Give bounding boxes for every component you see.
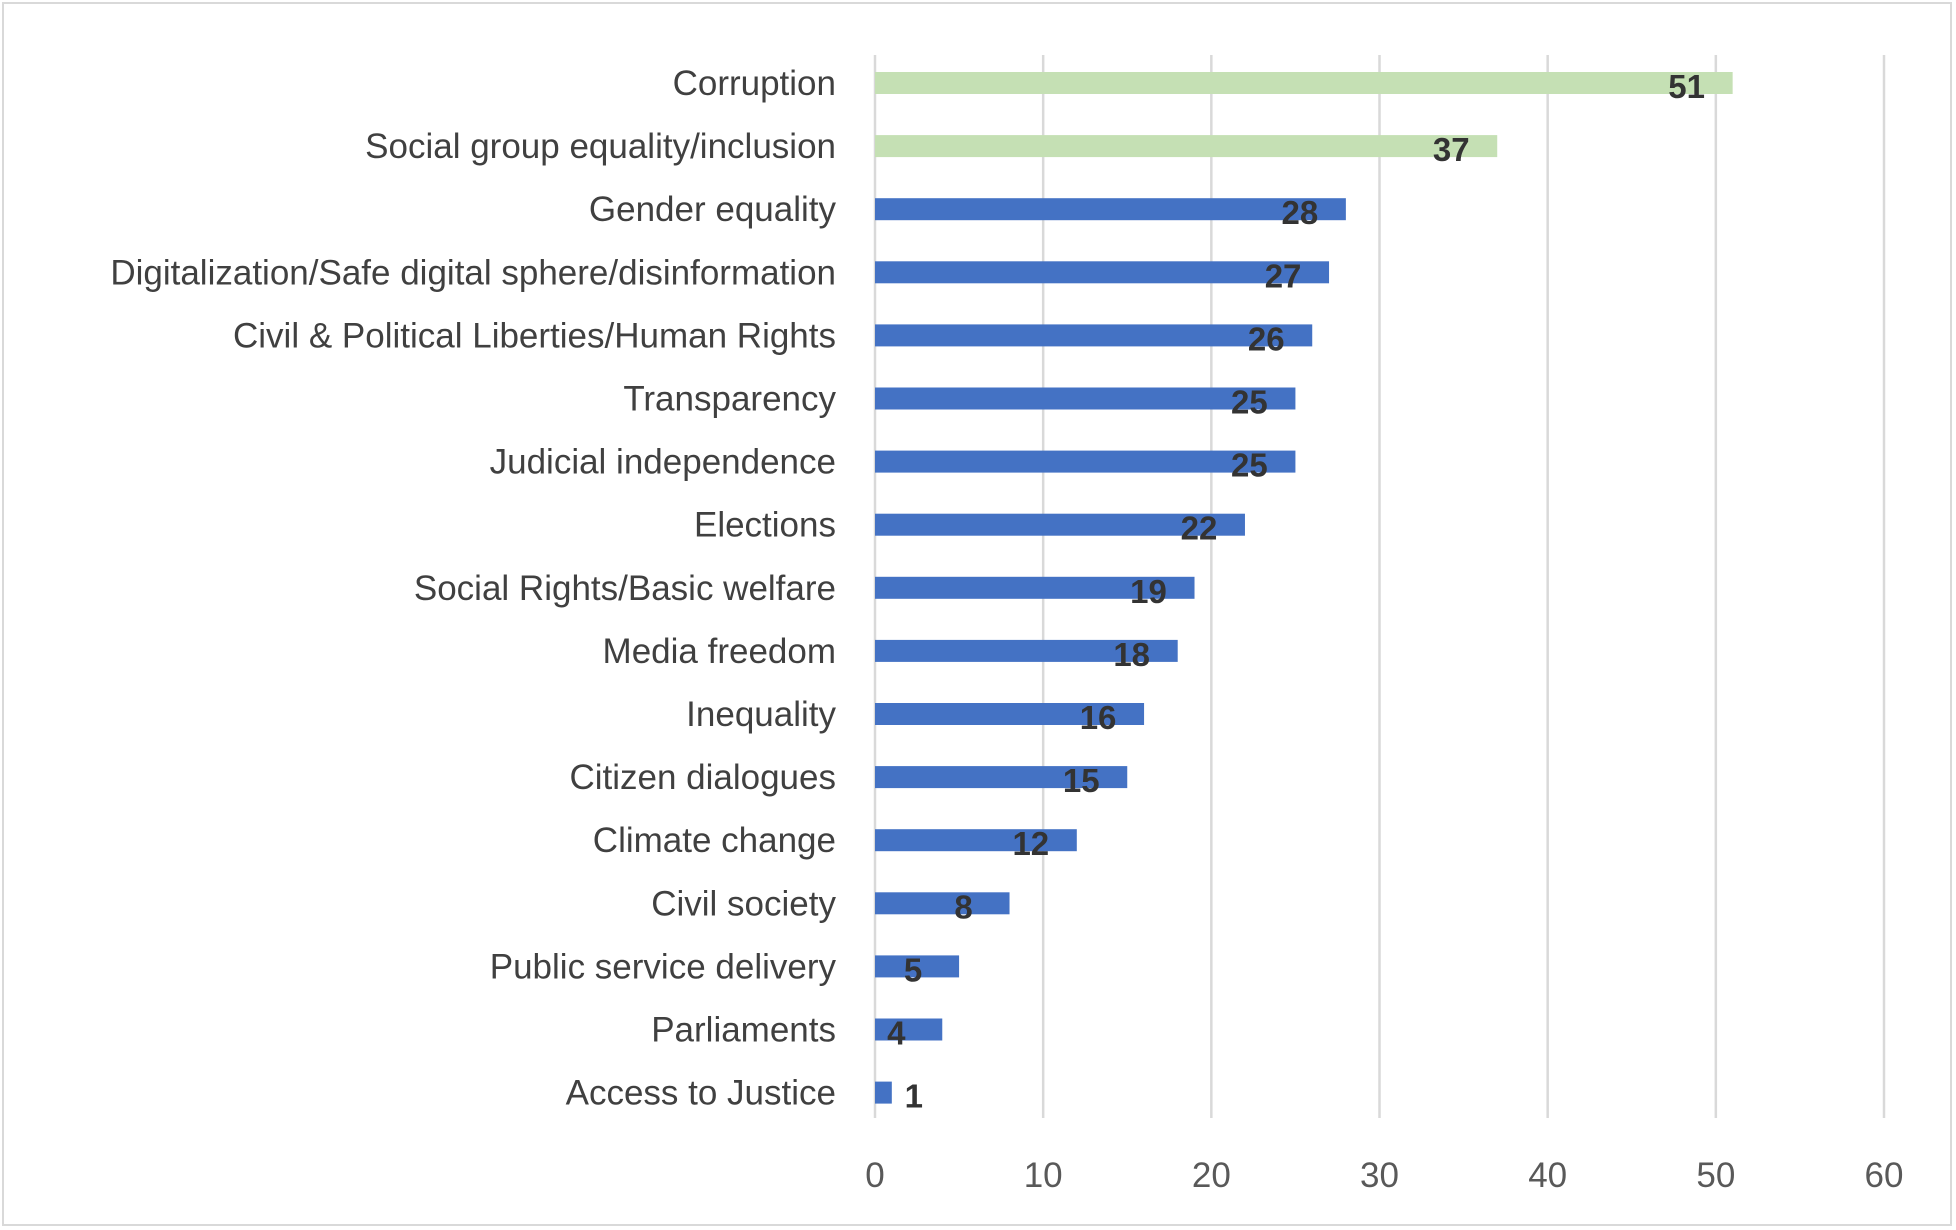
gridlines: [873, 55, 1886, 1118]
category-label: Elections: [694, 506, 836, 545]
bars: [875, 72, 1733, 1104]
x-tick-label: 10: [1024, 1156, 1063, 1195]
bar: [875, 135, 1498, 158]
bar: [875, 955, 960, 978]
category-label: Corruption: [673, 64, 836, 103]
data-label: 51: [1668, 68, 1705, 105]
category-label: Inequality: [686, 695, 836, 734]
category-label: Civil & Political Liberties/Human Rights: [233, 316, 836, 355]
x-tick-label: 30: [1360, 1156, 1399, 1195]
data-label: 4: [887, 1015, 906, 1052]
bar: [875, 324, 1313, 347]
bar: [875, 703, 1145, 725]
bar: [875, 450, 1296, 473]
bar: [875, 892, 1010, 915]
data-label: 37: [1433, 131, 1470, 168]
category-label: Gender equality: [589, 190, 837, 229]
category-label: Civil society: [651, 884, 836, 923]
data-label: 26: [1248, 320, 1285, 357]
x-tick-label: 50: [1696, 1156, 1735, 1195]
data-label: 5: [904, 951, 922, 988]
bar: [875, 72, 1733, 94]
category-label: Digitalization/Safe digital sphere/disin…: [110, 253, 836, 292]
category-label: Access to Justice: [566, 1074, 836, 1113]
data-label: 16: [1080, 699, 1117, 736]
category-label: Judicial independence: [490, 443, 836, 482]
data-label: 1: [905, 1078, 923, 1115]
data-label: 12: [1012, 825, 1049, 862]
category-label: Media freedom: [603, 632, 836, 671]
bar: [875, 198, 1346, 221]
data-label: 18: [1113, 636, 1150, 673]
category-label: Public service delivery: [490, 947, 837, 986]
x-tick-label: 20: [1192, 1156, 1231, 1195]
bar: [875, 766, 1128, 789]
data-label: 15: [1063, 762, 1100, 799]
bar: [875, 829, 1077, 852]
category-label: Social group equality/inclusion: [365, 127, 836, 166]
data-label: 27: [1265, 257, 1302, 294]
category-label: Transparency: [623, 380, 836, 419]
x-tick-label: 40: [1528, 1156, 1567, 1195]
bar: [875, 1018, 943, 1041]
bar: [875, 513, 1245, 536]
data-label: 19: [1130, 573, 1167, 610]
category-label: Climate change: [593, 821, 836, 860]
bar: [875, 576, 1195, 599]
category-label: Social Rights/Basic welfare: [414, 569, 836, 608]
data-label: 8: [954, 888, 972, 925]
bar: [875, 639, 1178, 662]
category-label: Citizen dialogues: [569, 758, 836, 797]
bar: [875, 261, 1330, 284]
x-tick-label: 60: [1865, 1156, 1904, 1195]
category-label: Parliaments: [651, 1011, 836, 1050]
data-label: 22: [1181, 510, 1218, 547]
data-label: 25: [1231, 447, 1268, 484]
bar: [875, 387, 1296, 410]
data-label: 25: [1231, 384, 1268, 421]
bar: [875, 1081, 892, 1104]
data-label: 28: [1282, 194, 1319, 231]
x-axis-ticks: 0 10 20 30 40 50 60: [865, 1156, 1903, 1195]
x-tick-label: 0: [865, 1156, 884, 1195]
data-labels: 51 37 28 27 26 25 25 22 19 18 16 15 12 85 4 1: [887, 68, 1705, 1115]
category-labels: Corruption Social group equality/inclusio…: [110, 64, 836, 1113]
